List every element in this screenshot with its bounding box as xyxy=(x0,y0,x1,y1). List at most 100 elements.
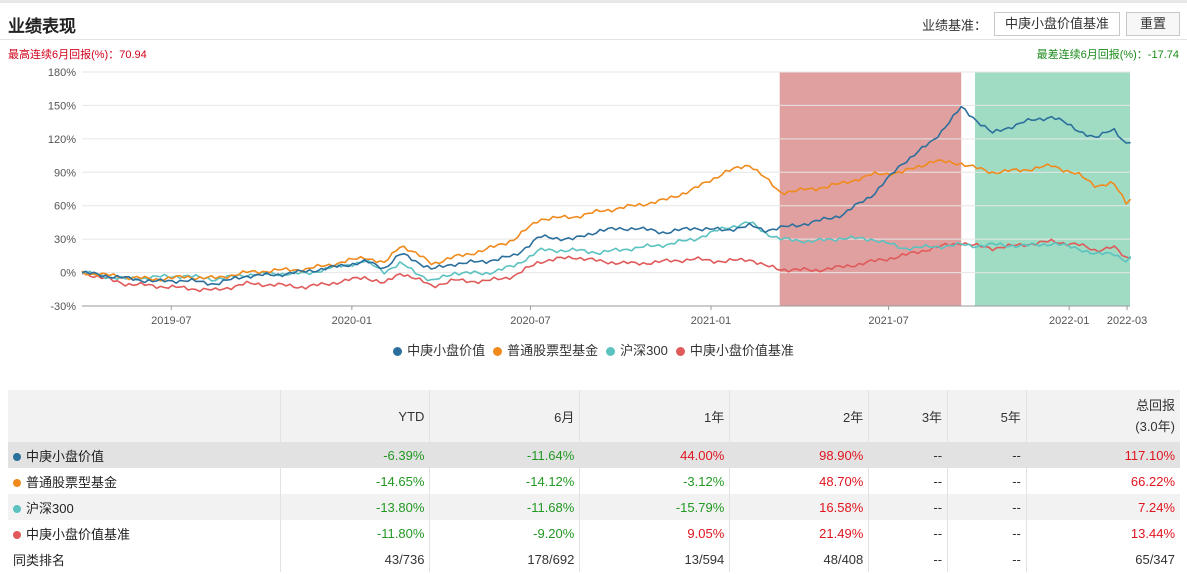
row-name[interactable]: 普通股票型基金 xyxy=(8,468,281,494)
x-tick-label: 2021-07 xyxy=(868,315,908,327)
table-cell: -- xyxy=(868,442,949,468)
row-name[interactable]: 同类排名 xyxy=(8,546,281,572)
table-cell: -- xyxy=(947,494,1027,520)
reset-button[interactable]: 重置 xyxy=(1126,12,1180,36)
table-cell: -11.80% xyxy=(280,520,431,546)
table-cell: 117.10% xyxy=(1026,442,1180,468)
table-cell: -6.39% xyxy=(280,442,431,468)
series-line-3 xyxy=(81,238,1131,293)
series-dot-icon xyxy=(13,452,21,461)
table-cell: -3.12% xyxy=(579,468,731,494)
table-cell: 178/692 xyxy=(429,546,581,572)
table-cell: 48/408 xyxy=(729,546,870,572)
table-cell: 65/347 xyxy=(1135,551,1175,567)
table-cell: 98.90% xyxy=(729,442,870,468)
header-ytd: YTD xyxy=(280,390,431,442)
legend-label: 沪深300 xyxy=(620,343,668,358)
chart-legend: 中庚小盘价值 普通股票型基金 沪深300 中庚小盘价值基准 xyxy=(0,340,1187,359)
x-tick-label: 2022-01 xyxy=(1049,315,1089,327)
row-name-label: 普通股票型基金 xyxy=(26,474,118,490)
header-total: 总回报 (3.0年) xyxy=(1026,390,1180,442)
legend-dot-icon xyxy=(493,347,503,356)
table-cell: -- xyxy=(868,494,949,520)
series-line-0 xyxy=(81,105,1131,286)
y-tick-label: 60% xyxy=(54,201,76,213)
table-row: 中庚小盘价值 -6.39% -11.64% 44.00% 98.90% -- -- 117.1… xyxy=(8,442,1180,468)
table-cell: -- xyxy=(947,442,1027,468)
highlight-period-min_6m xyxy=(974,72,1130,306)
legend-item[interactable]: 中庚小盘价值 xyxy=(393,340,485,359)
table-cell: -13.80% xyxy=(280,494,431,520)
legend-dot-icon xyxy=(675,347,685,356)
table-cell: -- xyxy=(947,520,1027,546)
legend-item[interactable]: 中庚小盘价值基准 xyxy=(675,340,794,359)
benchmark-select[interactable]: 中庚小盘价值基准 xyxy=(994,12,1120,36)
x-tick-label: 2020-01 xyxy=(332,315,372,327)
table-cell: 48.70% xyxy=(729,468,870,494)
y-tick-label: 0% xyxy=(60,268,76,280)
section-title: 业绩表现 xyxy=(8,17,76,36)
row-name[interactable]: 中庚小盘价值基准 xyxy=(8,520,281,546)
legend-dot-icon xyxy=(606,347,616,356)
min-6m-return: 最差连续6月回报(%)：-17.74 xyxy=(1036,49,1179,61)
table-cell: 66.22% xyxy=(1130,473,1175,489)
y-tick-label: 180% xyxy=(48,67,76,79)
x-tick-label: 2019-07 xyxy=(151,315,191,327)
table-cell: 44.00% xyxy=(579,442,731,468)
row-name-label: 中庚小盘价值基准 xyxy=(26,526,131,542)
series-dot-icon xyxy=(13,478,21,487)
y-tick-label: -30% xyxy=(50,301,76,313)
section-header: 业绩表现 业绩基准： 中庚小盘价值基准 重置 xyxy=(0,0,1187,40)
table-cell: -- xyxy=(868,468,949,494)
table-cell: -11.68% xyxy=(429,494,581,520)
x-tick-label: 2020-07 xyxy=(510,315,550,327)
row-name-label: 沪深300 xyxy=(26,500,74,516)
y-tick-label: 90% xyxy=(54,167,76,179)
performance-table: YTD 6月 1年 2年 3年 5年 总回报 (3.0年) 中庚小盘价值 -6.39… xyxy=(8,390,1180,572)
series-dot-icon xyxy=(13,504,21,513)
benchmark-label: 业绩基准： xyxy=(922,18,988,33)
table-cell: -- xyxy=(947,468,1027,494)
max-6m-return: 最高连续6月回报(%)：70.94 xyxy=(8,49,147,61)
header-6m: 6月 xyxy=(429,390,581,442)
table-cell: -14.12% xyxy=(429,468,581,494)
table-row: 普通股票型基金 -14.65% -14.12% -3.12% 48.70% -- -- 66.… xyxy=(8,468,1180,494)
y-tick-label: 120% xyxy=(48,134,76,146)
table-cell: 13.44% xyxy=(1130,525,1175,541)
x-tick-label: 2022-03 xyxy=(1107,315,1147,327)
legend-label: 中庚小盘价值 xyxy=(407,343,486,358)
legend-dot-icon xyxy=(393,347,403,356)
legend-item[interactable]: 沪深300 xyxy=(606,340,668,359)
row-name-label: 中庚小盘价值 xyxy=(26,448,105,464)
table-cell: 16.58% xyxy=(729,494,870,520)
header-3y: 3年 xyxy=(868,390,949,442)
table-cell: -11.64% xyxy=(429,442,581,468)
table-cell: -- xyxy=(868,546,949,572)
legend-label: 中庚小盘价值基准 xyxy=(689,343,794,358)
row-name[interactable]: 中庚小盘价值 xyxy=(8,442,281,468)
table-cell: -15.79% xyxy=(579,494,731,520)
header-5y: 5年 xyxy=(947,390,1027,442)
table-cell: -- xyxy=(868,520,949,546)
header-1y: 1年 xyxy=(579,390,731,442)
y-tick-label: 30% xyxy=(54,234,76,246)
legend-label: 普通股票型基金 xyxy=(507,343,599,358)
legend-item[interactable]: 普通股票型基金 xyxy=(493,340,598,359)
table-row: 同类排名 43/736 178/692 13/594 48/408 -- -- 65/347 xyxy=(8,546,1180,572)
table-cell: 43/736 xyxy=(280,546,431,572)
series-dot-icon xyxy=(13,530,21,539)
table-cell: -9.20% xyxy=(429,520,581,546)
table-cell: 13/594 xyxy=(579,546,731,572)
table-row: 中庚小盘价值基准 -11.80% -9.20% 9.05% 21.49% -- -- 13.4… xyxy=(8,520,1180,546)
series-line-1 xyxy=(81,159,1131,282)
table-cell: 21.49% xyxy=(729,520,870,546)
table-cell: 9.05% xyxy=(579,520,731,546)
table-cell: -14.65% xyxy=(280,468,431,494)
y-tick-label: 150% xyxy=(48,100,76,112)
header-name xyxy=(8,390,281,442)
row-name-label: 同类排名 xyxy=(13,552,66,568)
table-cell: -- xyxy=(947,546,1027,572)
table-row: 沪深300 -13.80% -11.68% -15.79% 16.58% -- -- 7.24… xyxy=(8,494,1180,520)
x-tick-label: 2021-01 xyxy=(691,315,731,327)
row-name[interactable]: 沪深300 xyxy=(8,494,281,520)
